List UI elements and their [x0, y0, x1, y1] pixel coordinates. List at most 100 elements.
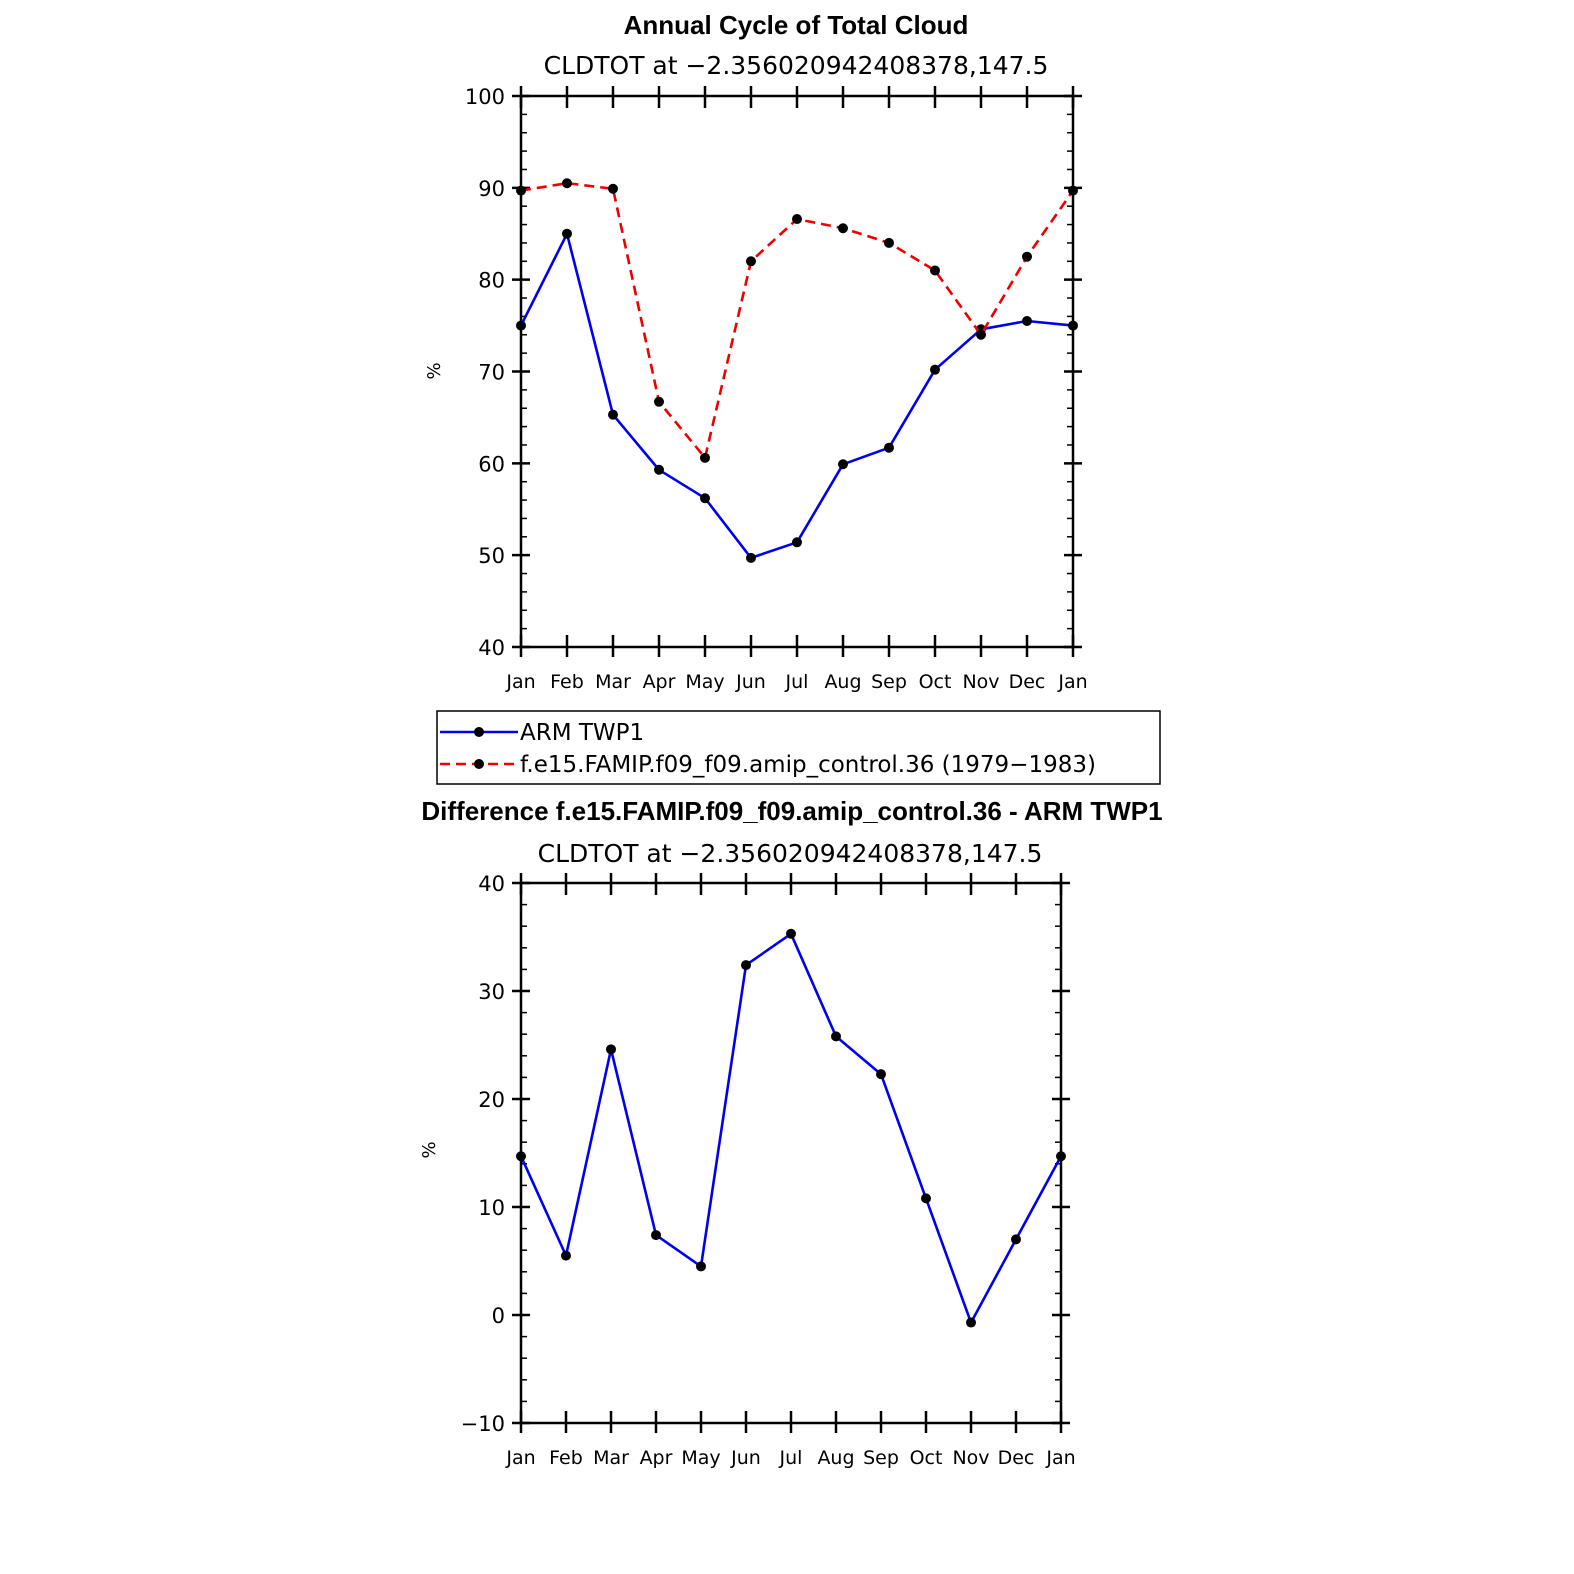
chart1-point-0	[930, 364, 940, 375]
chart1-point-1	[746, 256, 756, 267]
chart1-xtick-label: Feb	[550, 671, 584, 693]
chart1-xtick-label: Jul	[785, 671, 809, 693]
annual-cycle-chart: Annual Cycle of Total Cloud CLDTOT at −2…	[424, 10, 1088, 693]
chart1-subtitle: CLDTOT at −2.356020942408378,147.5	[544, 51, 1049, 80]
chart1-point-0	[516, 320, 526, 331]
chart2-subtitle: CLDTOT at −2.356020942408378,147.5	[538, 839, 1043, 868]
legend-label-arm: ARM TWP1	[520, 720, 644, 746]
chart1-point-0	[884, 442, 894, 453]
chart1-xtick-label: Jan	[1057, 671, 1087, 693]
chart1-xtick-label: Jun	[735, 671, 766, 693]
chart1-point-1	[608, 183, 618, 194]
chart1-point-1	[838, 223, 848, 234]
legend-marker-model	[474, 759, 484, 769]
chart2-xtick-label: Nov	[952, 1447, 989, 1469]
chart1-ytick-label: 60	[478, 452, 505, 476]
chart2-point-0	[1056, 1151, 1066, 1162]
chart2-ytick-label: 20	[478, 1088, 505, 1112]
chart2-xtick-label: Apr	[640, 1447, 673, 1469]
chart1-ytick-label: 50	[478, 544, 505, 568]
chart1-point-1	[516, 185, 526, 196]
chart2-ytick-label: 30	[478, 980, 505, 1004]
chart1-point-1	[1068, 185, 1078, 196]
chart2-xtick-label: Sep	[863, 1447, 899, 1469]
legend-label-model: f.e15.FAMIP.f09_f09.amip_control.36 (197…	[520, 752, 1096, 778]
chart2-point-0	[651, 1230, 661, 1241]
chart1-point-1	[884, 237, 894, 248]
chart1-xtick-label: Mar	[595, 671, 631, 693]
chart1-point-0	[1022, 315, 1032, 326]
chart2-point-0	[1011, 1234, 1021, 1245]
chart1-point-1	[1022, 251, 1032, 262]
chart2-xtick-label: Mar	[593, 1447, 629, 1469]
chart2-xtick-label: Jul	[779, 1447, 803, 1469]
chart1-point-0	[746, 552, 756, 563]
chart2-xtick-label: Dec	[998, 1447, 1035, 1469]
chart1-ylabel: %	[424, 362, 445, 379]
chart2-ytick-label: −10	[461, 1412, 505, 1436]
chart2-point-0	[921, 1193, 931, 1204]
chart1-xtick-label: Oct	[919, 671, 952, 693]
chart2-point-0	[741, 960, 751, 971]
chart1-ytick-label: 90	[478, 177, 505, 201]
chart2-point-0	[966, 1317, 976, 1328]
chart1-point-0	[1068, 320, 1078, 331]
chart2-ytick-label: 0	[492, 1304, 505, 1328]
legend-box	[436, 710, 1161, 785]
chart1-xtick-label: Apr	[643, 671, 676, 693]
chart2-point-0	[696, 1261, 706, 1272]
chart1-ticks: 40 50 60 70 80 90 100 Jan Feb Mar Apr May Jun Jul Aug S…	[465, 85, 1088, 693]
chart1-point-0	[608, 409, 618, 420]
chart2-xtick-label: Jan	[1045, 1447, 1075, 1469]
chart1-point-0	[838, 459, 848, 470]
chart1-series-line-0	[519, 232, 1074, 560]
chart2-point-0	[831, 1031, 841, 1042]
chart1-series	[516, 178, 1078, 563]
chart1-series-line-1	[520, 181, 1075, 460]
chart2-series	[516, 928, 1066, 1328]
legend-marker-arm	[474, 727, 484, 737]
chart1-plot-frame	[519, 94, 1075, 649]
chart1-xtick-label: Dec	[1009, 671, 1046, 693]
chart1-ytick-label: 70	[478, 361, 505, 385]
chart2-point-0	[606, 1044, 616, 1055]
chart2-xtick-label: Oct	[910, 1447, 943, 1469]
chart1-ytick-label: 100	[465, 85, 505, 109]
chart1-ytick-label: 80	[478, 269, 505, 293]
chart2-ylabel: %	[419, 1141, 440, 1158]
chart2-xtick-label: May	[681, 1447, 720, 1469]
chart1-xtick-label: Jan	[505, 671, 535, 693]
chart2-plot-frame	[519, 881, 1063, 1425]
chart1-point-0	[700, 493, 710, 504]
chart1-point-1	[562, 178, 572, 189]
chart2-series-line-0	[519, 932, 1063, 1324]
chart1-point-0	[562, 228, 572, 239]
chart2-point-0	[516, 1151, 526, 1162]
chart1-point-1	[792, 214, 802, 225]
chart1-point-1	[976, 329, 986, 340]
chart2-ticks: −10 0 10 20 30 40 Jan Feb Mar Apr May Jun Jul Aug Sep O…	[461, 872, 1076, 1469]
chart2-xtick-label: Jan	[505, 1447, 535, 1469]
chart1-title: Annual Cycle of Total Cloud	[624, 10, 969, 40]
chart1-xtick-label: Aug	[824, 671, 861, 693]
legend: ARM TWP1 f.e15.FAMIP.f09_f09.amip_contro…	[436, 710, 1161, 785]
chart1-ytick-label: 40	[478, 636, 505, 660]
chart1-xtick-label: Nov	[962, 671, 999, 693]
difference-chart: Difference f.e15.FAMIP.f09_f09.amip_cont…	[419, 796, 1163, 1469]
chart2-ytick-label: 10	[478, 1196, 505, 1220]
chart2-point-0	[561, 1250, 571, 1261]
chart2-point-0	[876, 1069, 886, 1080]
chart2-ytick-label: 40	[478, 872, 505, 896]
chart2-title: Difference f.e15.FAMIP.f09_f09.amip_cont…	[421, 796, 1162, 826]
chart2-xtick-label: Jun	[730, 1447, 761, 1469]
chart1-point-1	[700, 452, 710, 463]
chart1-point-1	[930, 265, 940, 276]
chart2-xtick-label: Feb	[549, 1447, 583, 1469]
chart1-point-1	[654, 396, 664, 407]
chart2-point-0	[786, 928, 796, 939]
chart2-xtick-label: Aug	[817, 1447, 854, 1469]
chart1-xtick-label: Sep	[871, 671, 907, 693]
chart1-point-0	[654, 464, 664, 475]
chart1-point-0	[792, 537, 802, 548]
